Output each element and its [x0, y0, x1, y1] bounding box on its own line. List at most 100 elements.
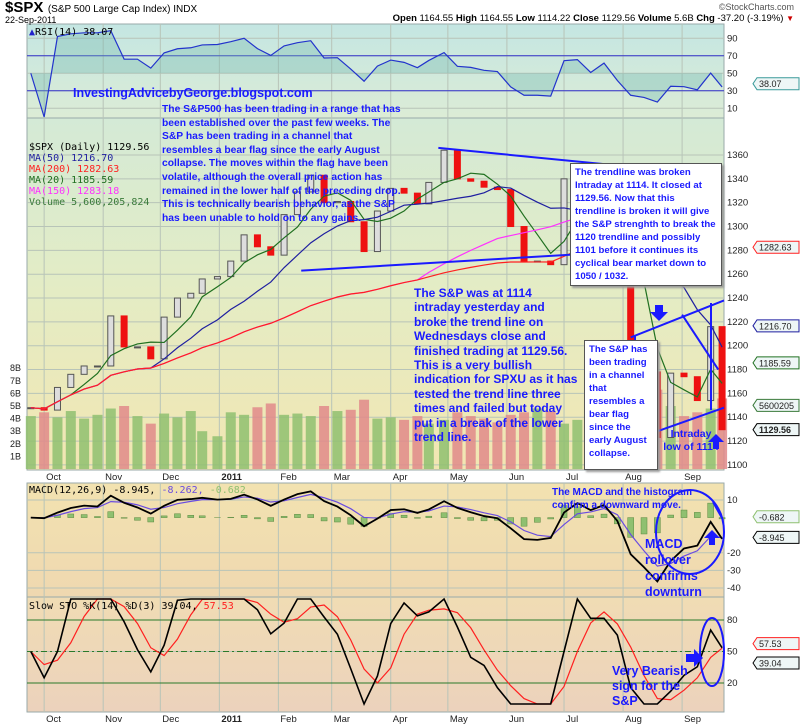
- macd-note: The MACD and the histogram confirm a dow…: [552, 486, 692, 512]
- macd-histogram-bar: [400, 514, 408, 518]
- macd-tick-label: -40: [727, 583, 741, 594]
- trendline: [681, 314, 720, 371]
- volume-bar: [465, 416, 476, 469]
- price-tick-label: 1360: [727, 150, 748, 161]
- x-tick-label: Jul: [566, 714, 578, 725]
- value-tag: [752, 656, 800, 670]
- sto-tick-label: 20: [727, 678, 738, 689]
- value-tag-label: 1185.59: [759, 358, 791, 368]
- volume-bar: [705, 408, 716, 469]
- volume-bar: [492, 422, 503, 469]
- price-tick-label: 1100: [727, 460, 747, 471]
- macd-histogram-bar: [160, 515, 168, 518]
- bearish-line: S&P: [612, 694, 638, 708]
- sto-k-line: [30, 597, 723, 707]
- index-name: (S&P 500 Large Cap Index) INDX: [47, 4, 198, 15]
- macd-histogram-bar: [707, 502, 714, 518]
- price-tick-label: 1200: [727, 341, 748, 352]
- rollover-line: rollover: [645, 553, 691, 567]
- macd-histogram-bar: [574, 506, 581, 518]
- price-candle: [107, 315, 115, 367]
- volume-bar: [345, 409, 356, 469]
- volume-bar: [532, 408, 543, 469]
- x-tick-label: Dec: [162, 472, 179, 483]
- volume-bar: [332, 411, 343, 469]
- x-tick-label: Jun: [509, 472, 524, 483]
- price-candle: [467, 178, 475, 182]
- intraday-line: low of 1114: [663, 440, 719, 453]
- price-candle: [718, 326, 726, 431]
- macd-histogram-bar: [67, 513, 75, 518]
- rollover-line: downturn: [645, 585, 702, 599]
- volume-tick-label: 3B: [10, 426, 21, 436]
- value-tag-label: 1216.70: [759, 321, 792, 331]
- macd-histogram-bar: [587, 515, 594, 518]
- price-legend: $SPX (Daily) 1129.56 MA(50) 1216.70 MA(2…: [29, 142, 149, 208]
- bearish-line: sign for the: [612, 679, 681, 693]
- ma200-legend: MA(200) 1282.63: [29, 164, 120, 175]
- macd-histogram-bar: [294, 514, 301, 518]
- sto-legend: Slow STO %K(14) %D(3) 39.04, 57.53: [29, 601, 234, 612]
- ma20-legend: MA(20) 1185.59: [29, 175, 114, 186]
- volume-bar: [105, 408, 116, 469]
- price-candle: [373, 210, 381, 253]
- chg-label: Chg: [696, 13, 715, 24]
- value-tag: [752, 423, 800, 437]
- volume-tick-label: 8B: [10, 363, 21, 373]
- price-candle: [173, 297, 181, 318]
- x-tick-label: Apr: [393, 472, 408, 483]
- volume-tick-label: 5B: [10, 401, 21, 411]
- macd-tick-label: 10: [727, 495, 738, 506]
- volume-bar: [399, 419, 410, 469]
- trendline: [301, 251, 605, 272]
- price-legend-text: $SPX (Daily) 1129.56: [29, 142, 150, 153]
- macd-tick-label: -20: [727, 548, 741, 559]
- bearish-line: Very Bearish: [612, 664, 688, 678]
- value-tag-label: 1282.63: [759, 243, 792, 253]
- rsi-panel: [26, 23, 725, 119]
- macd-legend-value: -8.945,: [113, 485, 156, 496]
- macd-note-line: The MACD and the histogram: [552, 487, 693, 498]
- rollover-line: MACD: [645, 537, 683, 551]
- bear-flag-note: The S&P has been trading in a channel th…: [584, 340, 658, 470]
- volume-bar: [225, 412, 236, 469]
- price-candle: [227, 260, 235, 278]
- volume-bar: [423, 423, 434, 469]
- macd-histogram-bar: [667, 514, 674, 518]
- value-tag: [752, 510, 800, 524]
- macd-histogram-bar: [120, 517, 128, 519]
- macd-rollover-line: [712, 501, 723, 519]
- macd-legend-signal: -8.262,: [161, 485, 204, 496]
- copyright: ©StockCharts.com: [718, 2, 794, 12]
- volume-bar: [385, 417, 396, 469]
- macd-histogram-bar: [174, 513, 181, 518]
- arrow-up-icon: [708, 434, 724, 449]
- volume-bar: [92, 414, 103, 469]
- macd-histogram-bar: [454, 517, 461, 519]
- volume-bar: [519, 412, 530, 469]
- macd-histogram-bar: [107, 511, 115, 518]
- macd-legend-name: MACD(12,26,9): [29, 485, 108, 496]
- macd-histogram-bar: [547, 517, 554, 520]
- price-candle: [507, 189, 515, 228]
- x-tick-label: Aug: [625, 714, 642, 725]
- blog-title: InvestingAdvicebyGeorge.blogspot.com: [73, 86, 313, 100]
- down-triangle-icon: ▼: [786, 14, 794, 23]
- macd-panel: [26, 482, 725, 598]
- volume-bar: [452, 412, 463, 469]
- price-candle: [480, 180, 488, 188]
- price-tick-label: 1320: [727, 198, 748, 209]
- price-candle: [453, 149, 461, 180]
- rsi-legend-text: RSI(14) 38.07: [35, 27, 114, 38]
- x-tick-label: Nov: [105, 472, 122, 483]
- volume-bar: [692, 412, 703, 469]
- sto-legend-d: 57.53: [203, 601, 234, 612]
- price-candle: [213, 276, 221, 280]
- volume-bar: [65, 411, 76, 469]
- volume-bar: [545, 411, 556, 469]
- volume-bar: [305, 416, 316, 469]
- value-tag: [752, 398, 800, 412]
- rsi-line: [30, 29, 723, 118]
- value-tag-label: 5600205: [759, 401, 794, 411]
